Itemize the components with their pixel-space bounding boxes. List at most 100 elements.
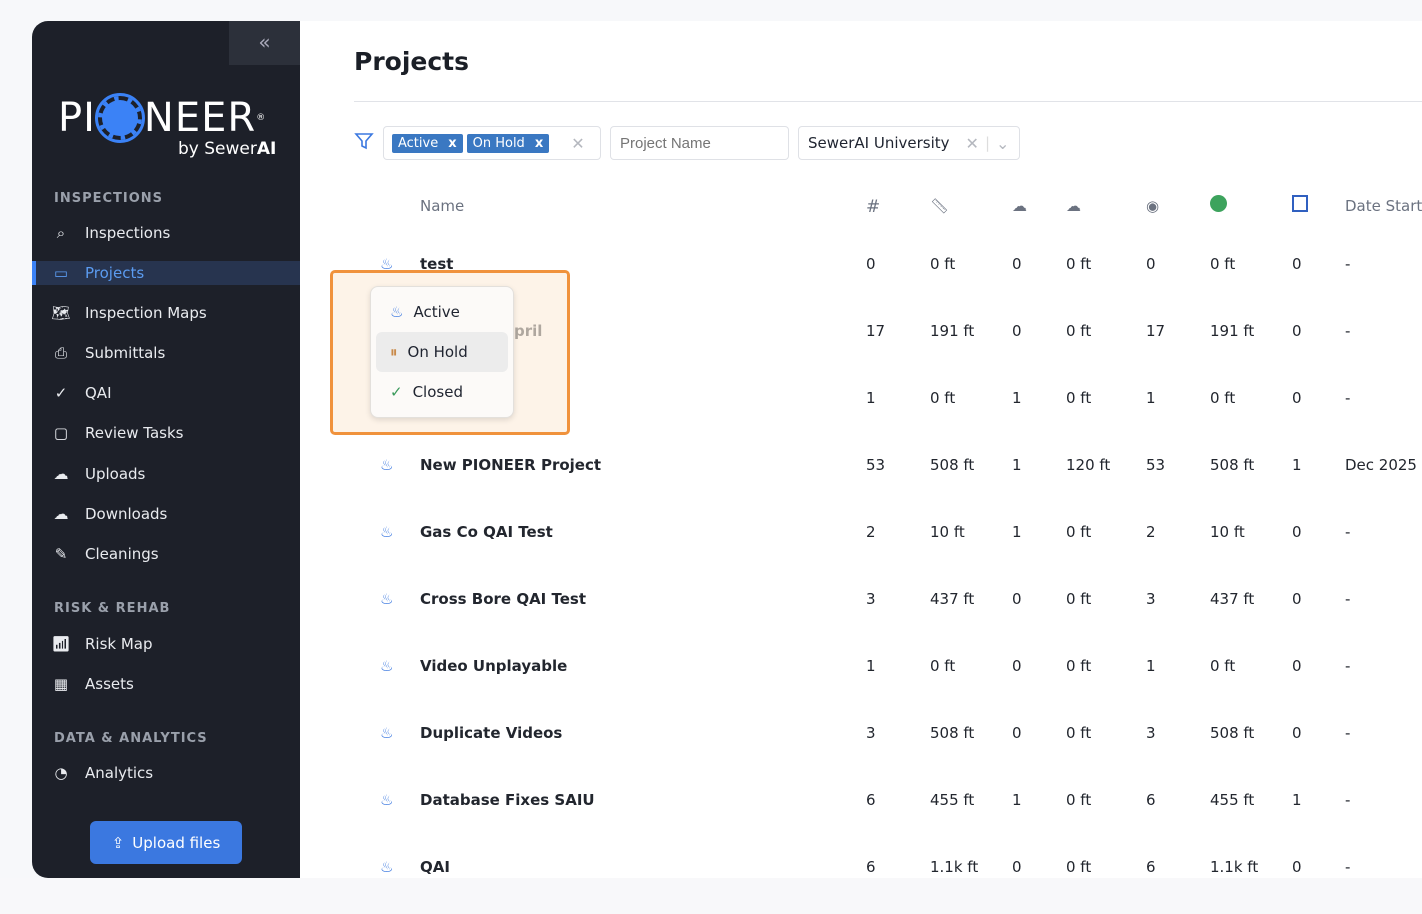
pie-icon: ◔ — [54, 764, 68, 782]
project-name[interactable]: Gas Co QAI Test — [420, 523, 553, 541]
cell: 508 ft — [930, 456, 975, 474]
table-row[interactable]: ♨ Video Unplayable 1 0 ft 0 0 ft 1 0 ft 0 - — [300, 657, 1422, 681]
cell: 508 ft — [930, 724, 975, 742]
inbox-icon: ⎙ — [54, 344, 67, 362]
flame-icon[interactable]: ♨ — [380, 590, 394, 608]
cloud-upload-icon[interactable]: ☁︎ — [1066, 197, 1081, 215]
table-row[interactable]: ♨ QAI 6 1.1k ft 0 0 ft 6 1.1k ft 0 - — [300, 858, 1422, 878]
status-filter[interactable]: Active x On Hold x ✕ — [383, 126, 601, 160]
chart-icon: 📶︎ — [51, 635, 71, 653]
cell: 1 — [866, 657, 876, 675]
flame-icon[interactable]: ♨ — [380, 523, 394, 541]
sidebar-item-analytics[interactable]: ◔ Analytics — [32, 761, 300, 785]
cell: 0 ft — [1210, 657, 1236, 675]
sidebar-item-label: Submittals — [85, 344, 166, 362]
eye-icon[interactable]: ◉ — [1146, 197, 1160, 215]
project-name[interactable]: Video Unplayable — [420, 657, 568, 675]
page-title: Projects — [354, 47, 470, 76]
cell: 1 — [1012, 523, 1022, 541]
cell: 3 — [1146, 590, 1156, 608]
cell: 1 — [1146, 657, 1156, 675]
clear-icon[interactable]: ✕ — [965, 133, 979, 153]
sidebar-item-projects[interactable]: ▭ Projects — [32, 261, 300, 285]
cloud-upload-icon[interactable]: ☁︎ — [1012, 197, 1027, 215]
sidebar-item-inspection-maps[interactable]: 🗺︎ Inspection Maps — [32, 301, 300, 325]
project-name[interactable]: QAI — [420, 858, 450, 876]
cell: 0 ft — [930, 389, 956, 407]
sidebar-item-label: QAI — [85, 384, 112, 402]
flame-icon[interactable]: ♨ — [380, 657, 394, 675]
sidebar-item-downloads[interactable]: ☁︎ Downloads — [32, 502, 300, 526]
flame-icon[interactable]: ♨ — [380, 255, 394, 273]
chip-active[interactable]: Active x — [392, 133, 463, 153]
blue-box-icon[interactable] — [1292, 195, 1308, 212]
remove-chip-icon[interactable]: x — [448, 135, 457, 151]
logo: PI NEER ® by SewerAI — [58, 93, 277, 159]
sidebar-item-assets[interactable]: ▦ Assets — [32, 672, 300, 696]
cell: 10 ft — [930, 523, 965, 541]
collapse-sidebar-button[interactable]: « — [229, 21, 300, 65]
cell: 2 — [866, 523, 876, 541]
map-icon: 🗺︎ — [51, 304, 71, 322]
cell: 0 ft — [930, 255, 956, 273]
status-option-active[interactable]: ♨ Active — [376, 292, 508, 332]
cell: 0 ft — [930, 657, 956, 675]
project-name[interactable]: Database Fixes SAIU — [420, 791, 595, 809]
flame-icon[interactable]: ♨ — [380, 791, 394, 809]
cell: 0 — [1292, 657, 1302, 675]
project-name[interactable]: test — [420, 255, 454, 273]
sidebar-item-risk-map[interactable]: 📶︎ Risk Map — [32, 632, 300, 656]
flame-icon[interactable]: ♨ — [380, 724, 394, 742]
cell: 6 — [866, 858, 876, 876]
cell: 6 — [1146, 858, 1156, 876]
project-name[interactable]: New PIONEER Project — [420, 456, 602, 474]
sidebar-item-cleanings[interactable]: ✎ Cleanings — [32, 542, 300, 566]
upload-files-button[interactable]: ⇪ Upload files — [90, 821, 242, 864]
sidebar-item-submittals[interactable]: ⎙ Submittals — [32, 341, 300, 365]
table-row[interactable]: ♨ Cross Bore QAI Test 3 437 ft 0 0 ft 3 437 ft 0… — [300, 590, 1422, 614]
header-name[interactable]: Name — [420, 197, 465, 215]
cloud-upload-icon: ☁︎ — [53, 465, 69, 483]
flame-icon[interactable]: ♨ — [380, 456, 394, 474]
cell: 191 ft — [1210, 322, 1255, 340]
header-date-started[interactable]: Date Started — [1345, 197, 1422, 215]
cell: 0 — [1012, 255, 1022, 273]
clear-icon[interactable]: ✕ — [571, 133, 585, 153]
cell: 1.1k ft — [1210, 858, 1259, 876]
cell: 3 — [866, 724, 876, 742]
status-option-on-hold[interactable]: ⏸︎ On Hold — [376, 332, 508, 372]
section-title: INSPECTIONS — [54, 191, 164, 206]
header-count[interactable]: # — [866, 197, 881, 217]
cell: 1 — [1292, 791, 1302, 809]
table-row[interactable]: ♨ New PIONEER Project 53 508 ft 1 120 ft 53 508… — [300, 456, 1422, 480]
chip-on-hold[interactable]: On Hold x — [466, 133, 550, 153]
remove-chip-icon[interactable]: x — [534, 135, 544, 151]
cell: 0 — [1292, 523, 1302, 541]
status-option-closed[interactable]: ✓ Closed — [376, 372, 508, 412]
ruler-icon[interactable]: 📏︎ — [930, 197, 950, 215]
table-row[interactable]: ♨ Gas Co QAI Test 2 10 ft 1 0 ft 2 10 ft 0- — [300, 523, 1422, 547]
table-row[interactable]: ♨ test 0 0 ft 0 0 ft 0 0 ft 0 - — [300, 255, 1422, 279]
logo-ai: AI — [256, 139, 277, 159]
filter-icon[interactable] — [354, 131, 374, 151]
cell: 437 ft — [930, 590, 975, 608]
sidebar-item-inspections[interactable]: ⌕ Inspections — [32, 221, 300, 245]
sidebar-item-qai[interactable]: ✓ QAI — [32, 381, 300, 405]
table-row[interactable]: ♨ Database Fixes SAIU 6 455 ft 1 0 ft 6 455 ft 1… — [300, 791, 1422, 815]
cell: 0 ft — [1066, 322, 1092, 340]
flame-icon[interactable]: ♨ — [380, 858, 394, 876]
project-name[interactable]: Cross Bore QAI Test — [420, 590, 586, 608]
cell: 0 — [1292, 590, 1302, 608]
project-name[interactable]: Duplicate Videos — [420, 724, 563, 742]
organization-select[interactable]: SewerAI University ✕ | ⌄ — [798, 126, 1020, 160]
sidebar-item-label: Downloads — [85, 505, 168, 523]
cell: - — [1345, 389, 1351, 407]
green-circle-icon[interactable] — [1210, 195, 1227, 212]
table-row[interactable]: ♨ Duplicate Videos 3 508 ft 0 0 ft 3 508 ft 0 - — [300, 724, 1422, 748]
sidebar-item-review-tasks[interactable]: ▢ Review Tasks — [32, 421, 300, 445]
project-name-input[interactable] — [610, 126, 789, 160]
cell: 53 — [1146, 456, 1166, 474]
cell: 455 ft — [1210, 791, 1255, 809]
chevron-down-icon[interactable]: ⌄ — [996, 133, 1010, 153]
sidebar-item-uploads[interactable]: ☁︎ Uploads — [32, 462, 300, 486]
